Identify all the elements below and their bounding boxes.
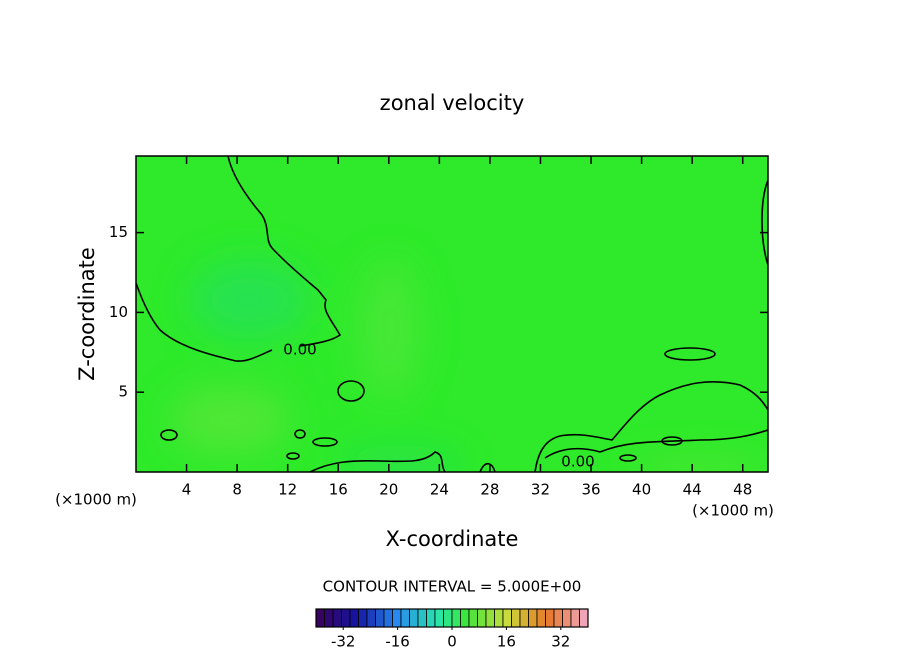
colorbar-cell xyxy=(358,608,368,628)
colorbar-cell xyxy=(409,608,419,628)
colorbar-cell xyxy=(324,608,334,628)
x-unit-label: (×1000 m) xyxy=(692,502,774,520)
contour-line xyxy=(294,429,306,439)
contour-line xyxy=(761,179,768,266)
colorbar-cell xyxy=(468,608,478,628)
contour-line xyxy=(619,454,637,462)
contour-line xyxy=(312,437,338,447)
colorbar-cell xyxy=(528,608,538,628)
colorbar-cell xyxy=(400,608,410,628)
colorbar-tick-label: 32 xyxy=(551,633,570,651)
chart-title: zonal velocity xyxy=(380,91,525,115)
x-tick-label: 32 xyxy=(531,481,550,499)
colorbar-cell xyxy=(366,608,376,628)
contour-line xyxy=(661,436,683,446)
colorbar-tick-label: -32 xyxy=(331,633,356,651)
x-tick-label: 40 xyxy=(632,481,651,499)
colorbar-cell xyxy=(349,608,359,628)
colorbar-cell xyxy=(511,608,521,628)
contour-label: 0.00 xyxy=(561,453,594,471)
colorbar-cell xyxy=(443,608,453,628)
colorbar-cell xyxy=(553,608,563,628)
colorbar: -32 -16 0 16 32 xyxy=(315,608,589,651)
colorbar-cell xyxy=(562,608,572,628)
colorbar-cell xyxy=(545,608,555,628)
contour-line xyxy=(534,381,768,472)
colorbar-cell xyxy=(426,608,436,628)
x-tick-label: 12 xyxy=(278,481,297,499)
colorbar-cell xyxy=(341,608,351,628)
x-tick-label: 16 xyxy=(329,481,348,499)
plot-frame xyxy=(135,155,769,473)
contour-line xyxy=(664,347,716,361)
colorbar-cell xyxy=(451,608,461,628)
colorbar-cell xyxy=(375,608,385,628)
colorbar-cell xyxy=(383,608,393,628)
x-tick-label: 28 xyxy=(480,481,499,499)
x-axis-label: X-coordinate xyxy=(386,527,519,551)
contour-line xyxy=(160,429,178,441)
contour-label: 0.00 xyxy=(283,341,316,359)
colorbar-cell xyxy=(485,608,495,628)
colorbar-cell xyxy=(502,608,512,628)
colorbar-cell xyxy=(392,608,402,628)
colorbar-tick-label: 0 xyxy=(447,633,457,651)
y-tick-label: 15 xyxy=(109,223,128,241)
x-tick-label: 8 xyxy=(232,481,242,499)
colorbar-cell xyxy=(536,608,546,628)
colorbar-cell xyxy=(519,608,529,628)
contour-lines xyxy=(136,156,768,472)
x-tick-label: 24 xyxy=(430,481,449,499)
x-tick-label: 44 xyxy=(683,481,702,499)
contour-line xyxy=(286,452,300,460)
x-tick-label: 48 xyxy=(733,481,752,499)
contour-line xyxy=(309,451,446,472)
colorbar-tick-label: -16 xyxy=(385,633,410,651)
colorbar-cell xyxy=(417,608,427,628)
y-axis-label: Z-coordinate xyxy=(75,247,99,381)
y-tick-label: 5 xyxy=(118,383,128,401)
colorbar-cell xyxy=(477,608,487,628)
colorbar-cell xyxy=(460,608,470,628)
contour-line xyxy=(479,462,496,472)
contour-line xyxy=(337,380,365,402)
y-tick-label: 10 xyxy=(109,303,128,321)
colorbar-cell xyxy=(494,608,504,628)
colorbar-tick-label: 16 xyxy=(497,633,516,651)
colorbar-cell xyxy=(434,608,444,628)
x-tick-label: 36 xyxy=(581,481,600,499)
colorbar-cell xyxy=(315,608,325,628)
contour-line xyxy=(544,429,768,459)
colorbar-cell xyxy=(579,608,589,628)
colorbar-cell xyxy=(570,608,580,628)
field-shading xyxy=(170,260,768,472)
contour-interval: CONTOUR INTERVAL = 5.000E+00 xyxy=(323,578,582,596)
x-tick-label: 20 xyxy=(379,481,398,499)
contour-line xyxy=(136,156,342,362)
colorbar-cell xyxy=(332,608,342,628)
plot-area: 0.00 0.00 xyxy=(136,156,768,472)
x-unit-label: (×1000 m) xyxy=(55,491,137,509)
x-tick-label: 4 xyxy=(182,481,192,499)
